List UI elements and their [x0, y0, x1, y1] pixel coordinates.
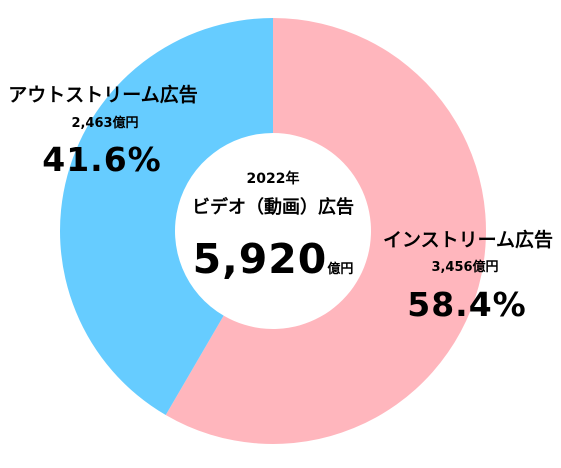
- slice-instream: [165, 18, 486, 444]
- center-title: ビデオ（動画）広告: [192, 197, 354, 218]
- center-total: 5,920: [192, 235, 328, 283]
- slices-group: [59, 17, 486, 444]
- slice-label-outstream: アウトストリーム広告: [8, 84, 198, 106]
- slice-percent-instream: 58.4%: [407, 285, 527, 324]
- slice-amount-instream: 3,456億円: [431, 260, 499, 275]
- center-total-group: 5,920億円: [178, 235, 368, 283]
- slice-outstream: [59, 17, 273, 416]
- center-year: 2022年: [246, 171, 300, 187]
- slice-amount-outstream: 2,463億円: [71, 116, 139, 131]
- slice-percent-outstream: 41.6%: [42, 140, 162, 179]
- slice-label-instream: インストリーム広告: [382, 229, 554, 251]
- center-unit: 億円: [327, 262, 354, 277]
